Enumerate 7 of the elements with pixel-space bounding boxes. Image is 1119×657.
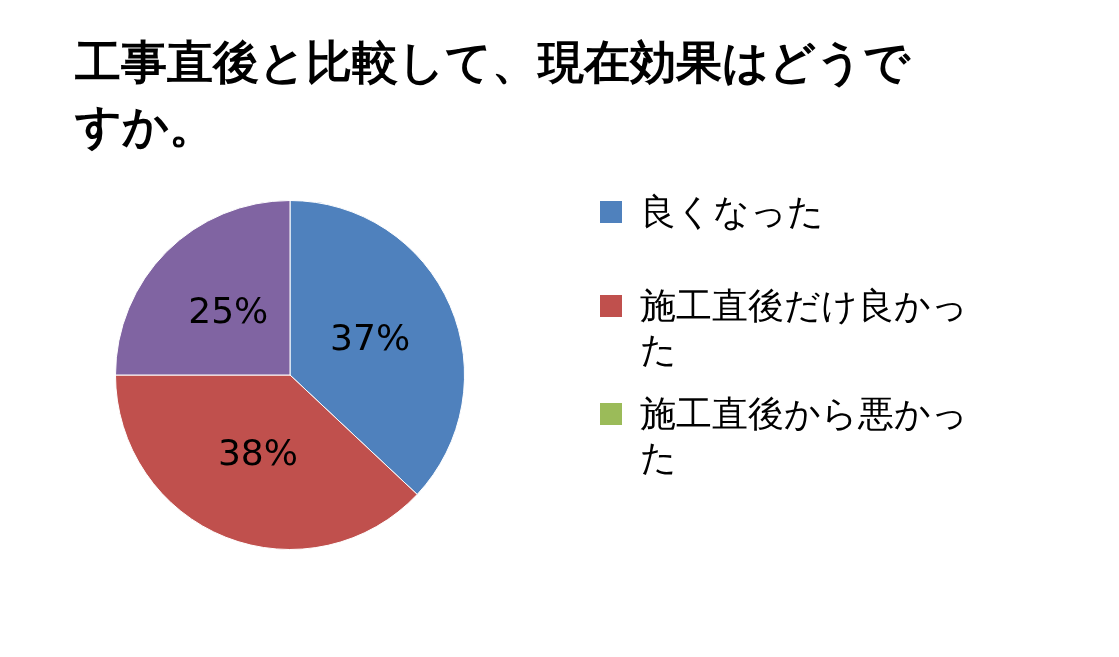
legend-label: 良くなった [640,190,824,234]
legend-label: 施工直後から悪かった [640,392,969,480]
data-label: 38% [217,432,298,474]
data-label: 25% [188,289,269,331]
data-label: 37% [330,316,411,358]
legend-label: 施工直後だけ良かった [640,284,969,372]
chart-title: 工事直後と比較して、現在効果はどうですか。 [75,34,912,155]
